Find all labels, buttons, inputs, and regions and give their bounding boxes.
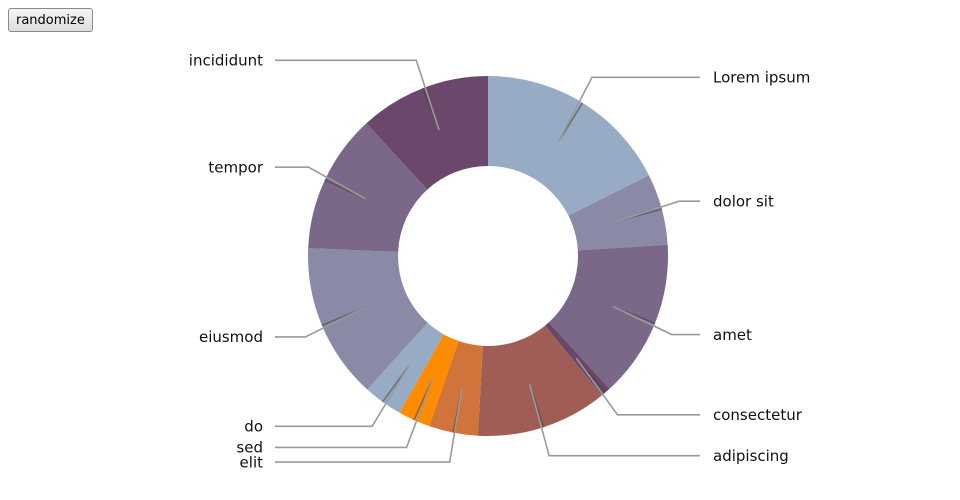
leader-line-tempor (275, 166, 367, 200)
slice-label-lorem-ipsum: Lorem ipsum (713, 69, 810, 87)
slice-label-do: do (244, 418, 263, 436)
slice-label-eiusmod: eiusmod (199, 328, 263, 346)
slice-dolor-sit (568, 175, 668, 251)
leader-line-do (275, 365, 410, 428)
leader-line-lorem-ipsum (558, 76, 700, 142)
slice-label-dolor-sit: dolor sit (713, 192, 774, 210)
leader-line-eiusmod (275, 307, 364, 338)
slice-do (367, 322, 444, 413)
slice-elit (429, 341, 483, 436)
slice-label-adipiscing: adipiscing (713, 447, 789, 465)
slices-group (308, 76, 668, 437)
leader-line-amet (612, 305, 700, 336)
slice-label-incididunt: incididunt (189, 52, 263, 70)
slice-label-consectetur: consectetur (713, 406, 803, 424)
slice-eiusmod (308, 248, 428, 390)
slice-label-tempor: tempor (208, 158, 263, 176)
slice-label-amet: amet (713, 326, 752, 344)
slice-label-sed: sed (236, 439, 263, 457)
slice-adipiscing (477, 325, 602, 437)
slice-amet (548, 244, 668, 389)
labels-group: Lorem ipsum dolor sit amet consectetur adipi… (189, 52, 811, 472)
slice-sed (399, 334, 459, 427)
slice-tempor (308, 123, 428, 253)
leader-line-incididunt (275, 59, 440, 131)
leader-line-sed (275, 378, 434, 449)
leader-line-elit (275, 388, 463, 463)
leader-lines-group (275, 59, 700, 463)
leader-line-dolor-sit (618, 200, 700, 222)
slice-incididunt (366, 76, 488, 190)
leader-line-adipiscing (528, 384, 700, 457)
randomize-button[interactable]: randomize (8, 8, 93, 32)
slice-lorem-ipsum (488, 76, 649, 216)
leader-line-consectetur (575, 357, 700, 416)
slice-label-elit: elit (240, 453, 264, 471)
